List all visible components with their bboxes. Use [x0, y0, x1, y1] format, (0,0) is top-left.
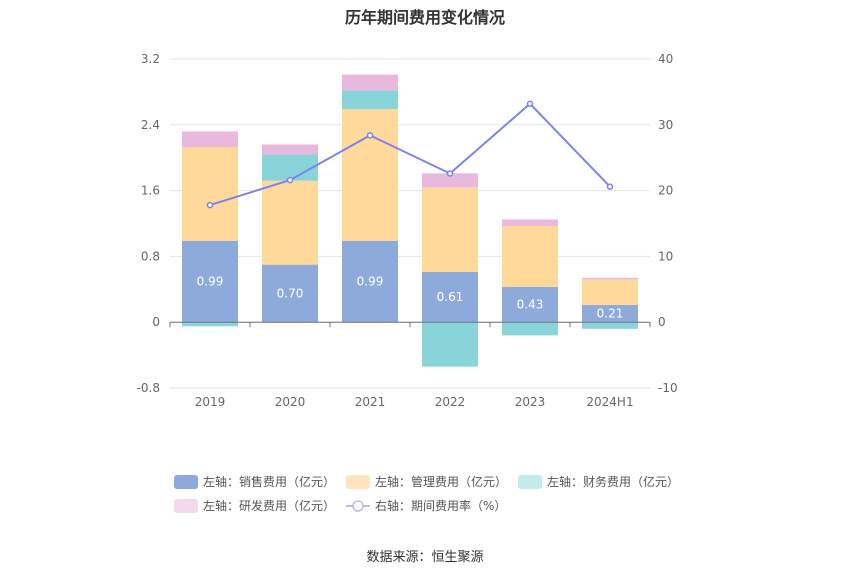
bar-segment [342, 74, 398, 91]
rate-line [206, 100, 614, 209]
legend-swatch [518, 475, 542, 489]
bar-data-label: 0.99 [357, 274, 384, 288]
rate-line-point [366, 132, 374, 139]
right-axis-tick: 40 [658, 52, 673, 66]
legend-line-marker [352, 500, 364, 512]
right-axis-tick: -10 [658, 381, 678, 395]
data-source: 数据来源：恒生聚源 [366, 550, 484, 565]
bar-segment [582, 304, 638, 323]
bar-segment [422, 322, 478, 367]
bar-segment [502, 219, 558, 226]
bar-segment [342, 240, 398, 323]
legend-label: 左轴：财务费用（亿元） [547, 474, 679, 489]
bar-segment [422, 187, 478, 273]
axes: -0.8 0 0.8 1.6 2.4 3.2 -10 0 10 20 30 40 2019 2020 202… [137, 52, 678, 409]
bar-segment [342, 90, 398, 110]
bar-segment [262, 154, 318, 181]
grid-lines [170, 58, 650, 389]
legend: 左轴：销售费用（亿元） 左轴：管理费用（亿元） 左轴：财务费用（亿元） 左轴：研发费用… [174, 474, 679, 513]
x-axis-tick-label: 2023 [515, 395, 546, 409]
left-axis-tick: 1.6 [141, 184, 160, 198]
right-axis-tick: 20 [658, 184, 673, 198]
right-axis-tick: 30 [658, 118, 673, 132]
legend-swatch [346, 475, 370, 489]
rate-line-point [446, 170, 454, 177]
bar-segment [182, 322, 238, 327]
rate-line-path [209, 102, 611, 207]
bar-segment [502, 286, 558, 323]
bar-segment [262, 180, 318, 265]
legend-swatch [174, 475, 198, 489]
bar-data-label: 0.70 [277, 286, 304, 300]
x-axis-tick-label: 2022 [435, 395, 466, 409]
bar-data-label: 0.43 [517, 298, 544, 312]
rate-line-point [526, 100, 534, 107]
left-axis-tick: 2.4 [141, 118, 160, 132]
legend-label: 左轴：管理费用（亿元） [375, 474, 507, 489]
bar-segment [582, 322, 638, 329]
x-axis-tick-label: 2024H1 [586, 395, 633, 409]
chart-title: 历年期间费用变化情况 [344, 8, 505, 27]
bar-segment [422, 173, 478, 188]
x-axis-tick-label: 2019 [195, 395, 226, 409]
bars: 0.99 0.70 0.99 0.61 0.43 0.21 [182, 74, 638, 367]
legend-label: 左轴：销售费用（亿元） [203, 474, 335, 489]
left-axis-tick: 0 [152, 315, 160, 329]
bar-data-label: 0.99 [197, 274, 224, 288]
right-axis-tick: 0 [658, 315, 666, 329]
bar-segment [262, 144, 318, 155]
legend-label: 左轴：研发费用（亿元） [203, 498, 335, 513]
bar-segment [422, 272, 478, 323]
left-axis-tick: 0.8 [141, 249, 160, 263]
rate-line-point [286, 176, 294, 184]
legend-swatch [174, 499, 198, 513]
legend-label: 右轴：期间费用率（%） [375, 498, 506, 513]
x-axis-tick-label: 2021 [355, 395, 386, 409]
x-axis-tick-label: 2020 [275, 395, 306, 409]
rate-line-point [606, 183, 614, 190]
bar-segment [182, 131, 238, 148]
bar-segment [262, 264, 318, 323]
bar-segment [182, 240, 238, 323]
bar-data-label: 0.21 [597, 307, 624, 321]
bar-segment [342, 109, 398, 241]
rate-line-point [206, 201, 214, 209]
bar-segment [582, 279, 638, 305]
right-axis-tick: 10 [658, 249, 673, 263]
left-axis-tick: 3.2 [141, 52, 160, 66]
bar-segment [582, 277, 638, 280]
left-axis-tick: -0.8 [137, 381, 160, 395]
bar-segment [502, 322, 558, 336]
bar-segment [502, 225, 558, 287]
bar-data-label: 0.61 [437, 290, 464, 304]
bar-segment [182, 147, 238, 241]
